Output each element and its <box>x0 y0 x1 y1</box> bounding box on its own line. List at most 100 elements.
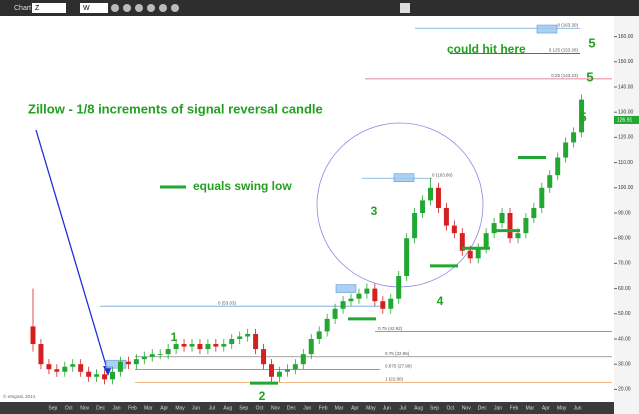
candle-body <box>372 288 378 302</box>
candle-body <box>141 356 147 360</box>
x-tick-label: Feb <box>319 405 328 411</box>
x-tick-label: Dec <box>478 405 487 411</box>
candle-body <box>221 344 227 347</box>
x-tick-label: Sep <box>239 405 248 411</box>
price-axis <box>614 16 639 414</box>
candle-body <box>54 369 60 372</box>
candle-body <box>428 187 433 201</box>
candle-body <box>364 288 370 294</box>
interval[interactable]: W <box>83 5 90 12</box>
candle-body <box>229 339 235 345</box>
candle-body <box>102 374 108 380</box>
x-tick-label: Jan <box>112 405 120 411</box>
candle-body <box>332 308 338 319</box>
level-label: 0.75 (42.92) <box>378 326 403 331</box>
x-tick-label: Dec <box>96 405 105 411</box>
highlight-box <box>536 24 558 34</box>
toolbar-button[interactable] <box>400 3 410 13</box>
y-tick-label: 140.00 <box>618 84 634 90</box>
y-tick-label: 110.00 <box>618 160 633 166</box>
toolbar-button[interactable] <box>135 4 143 12</box>
candle-body <box>539 187 545 208</box>
annotation: Zillow - 1/8 increments of signal revers… <box>28 101 323 116</box>
y-tick-label: 50.00 <box>618 311 631 317</box>
toolbar-button[interactable] <box>147 4 155 12</box>
candle-body <box>356 293 362 299</box>
candle-body <box>579 99 585 133</box>
annotation: 1 <box>171 330 178 344</box>
x-tick-label: May <box>366 405 376 411</box>
x-tick-label: Apr <box>160 405 168 411</box>
y-tick-label: 90.00 <box>618 210 631 216</box>
annotation: 3 <box>371 204 378 218</box>
arrow <box>35 129 109 373</box>
candle-body <box>70 364 76 367</box>
x-tick-label: Jan <box>303 405 311 411</box>
candle-body <box>292 364 298 370</box>
toolbar-button[interactable] <box>159 4 167 12</box>
level-label: 0 (103.80) <box>432 172 453 177</box>
candle-body <box>117 361 123 372</box>
y-tick-label: 130.00 <box>618 110 634 116</box>
interval-input[interactable] <box>80 3 108 13</box>
y-tick-label: 60.00 <box>618 286 631 292</box>
annotation: 5 <box>579 109 586 124</box>
x-tick-label: Mar <box>526 405 535 411</box>
candle-body <box>253 333 259 350</box>
annotation: 5 <box>588 35 595 50</box>
y-tick-label: 40.00 <box>618 336 631 342</box>
x-tick-label: Oct <box>256 405 264 411</box>
annotation: equals swing low <box>193 179 292 193</box>
candle-body <box>475 248 481 259</box>
highlight-box <box>335 284 357 293</box>
candle-body <box>276 371 282 377</box>
x-tick-label: Jan <box>494 405 502 411</box>
x-tick-label: Feb <box>128 405 137 411</box>
toolbar-button[interactable] <box>171 4 179 12</box>
x-tick-label: May <box>175 405 185 411</box>
candle-body <box>515 233 521 239</box>
candle-body <box>86 371 92 377</box>
y-tick-label: 120.00 <box>618 135 634 141</box>
toolbar-button[interactable] <box>111 4 119 12</box>
last-price-label: 126.91 <box>617 117 633 123</box>
x-tick-label: Jul <box>399 405 405 411</box>
level-label: 0.875 (27.90) <box>385 364 412 369</box>
candle-body <box>507 213 513 239</box>
symbol[interactable]: Z <box>35 5 40 12</box>
toolbar-button[interactable] <box>123 4 131 12</box>
candle-body <box>38 344 44 365</box>
x-tick-label: Jun <box>574 405 582 411</box>
x-tick-label: Aug <box>223 405 232 411</box>
candle-body <box>300 354 306 365</box>
symbol-input[interactable] <box>32 3 66 13</box>
annotation: 2 <box>259 389 266 403</box>
highlight-box <box>393 173 415 183</box>
x-tick-label: Apr <box>351 405 359 411</box>
x-tick-label: Oct <box>65 405 73 411</box>
highlight-box <box>105 359 127 369</box>
x-tick-label: Mar <box>144 405 153 411</box>
candle-body <box>173 344 179 350</box>
candle-body <box>62 366 68 372</box>
time-axis <box>0 402 614 414</box>
x-tick-label: Dec <box>287 405 296 411</box>
y-tick-label: 150.00 <box>618 59 634 65</box>
candle-body <box>412 213 418 239</box>
candle-body <box>420 200 426 213</box>
x-tick-label: Nov <box>462 405 471 411</box>
candle-body <box>205 344 211 350</box>
candle-body <box>94 374 100 377</box>
candle-body <box>555 157 561 176</box>
candle-body <box>133 359 139 365</box>
candle-body <box>491 223 497 234</box>
candle-body <box>30 326 36 345</box>
copyright: © eSignal, 2014 <box>3 393 36 399</box>
candle-body <box>46 364 52 370</box>
candle-body <box>284 369 290 372</box>
candle-body <box>165 349 171 355</box>
candle-body <box>467 250 473 259</box>
candle-body <box>388 298 394 309</box>
level-label: 0.75 (32.96) <box>385 351 410 356</box>
